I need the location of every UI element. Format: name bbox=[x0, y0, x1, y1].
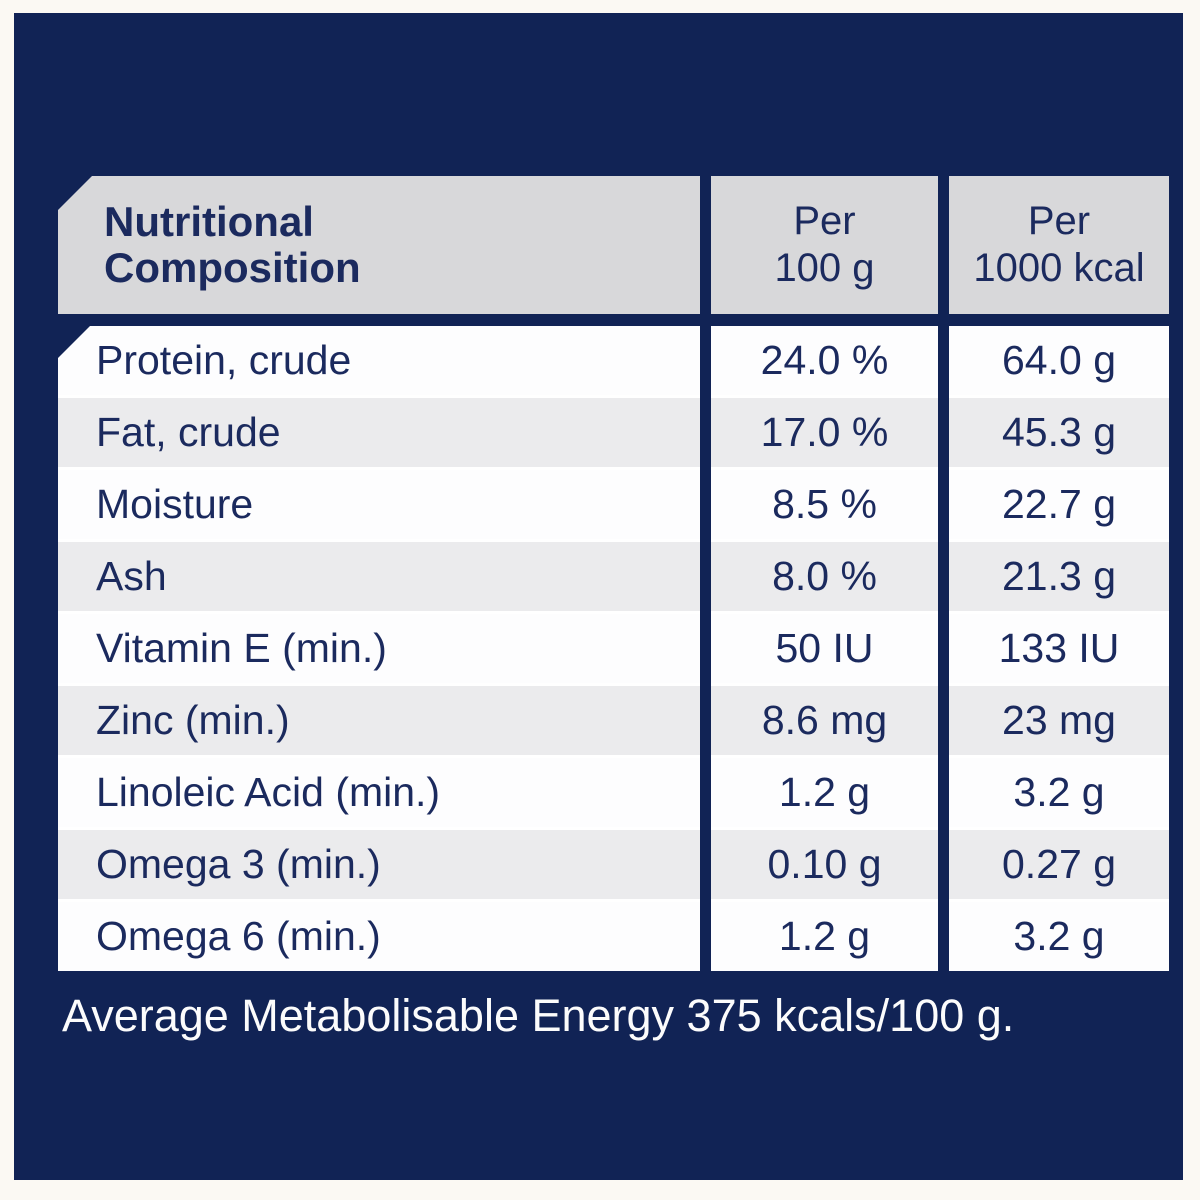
value-per-1000kcal: 0.27 g bbox=[949, 827, 1169, 899]
value-per-1000kcal: 22.7 g bbox=[949, 467, 1169, 539]
nutrition-table: Nutritional Composition Per 100 g Per 10… bbox=[58, 176, 1169, 971]
per-1000kcal-line2: 1000 kcal bbox=[973, 246, 1145, 290]
row-label: Ash bbox=[58, 539, 700, 611]
value-per-100g: 8.5 % bbox=[711, 467, 938, 539]
header-cell-per-100g: Per 100 g bbox=[711, 176, 938, 314]
row-label: Omega 3 (min.) bbox=[58, 827, 700, 899]
value-per-1000kcal: 23 mg bbox=[949, 683, 1169, 755]
value-per-100g: 1.2 g bbox=[711, 899, 938, 971]
value-per-100g: 50 IU bbox=[711, 611, 938, 683]
average-metabolisable-energy-note: Average Metabolisable Energy 375 kcals/1… bbox=[62, 990, 1015, 1041]
value-per-1000kcal: 45.3 g bbox=[949, 395, 1169, 467]
header-cell-title: Nutritional Composition bbox=[58, 176, 700, 314]
row-label: Linoleic Acid (min.) bbox=[58, 755, 700, 827]
value-per-100g: 1.2 g bbox=[711, 755, 938, 827]
table-header-row: Nutritional Composition Per 100 g Per 10… bbox=[58, 176, 1169, 314]
value-per-100g: 0.10 g bbox=[711, 827, 938, 899]
table-body: Protein, crude Fat, crude Moisture Ash V… bbox=[58, 326, 1169, 971]
table-title-line2: Composition bbox=[104, 244, 361, 291]
row-label: Fat, crude bbox=[58, 395, 700, 467]
row-label: Moisture bbox=[58, 467, 700, 539]
value-per-100g: 8.0 % bbox=[711, 539, 938, 611]
value-per-1000kcal: 21.3 g bbox=[949, 539, 1169, 611]
row-label: Vitamin E (min.) bbox=[58, 611, 700, 683]
value-per-1000kcal: 3.2 g bbox=[949, 899, 1169, 971]
value-per-1000kcal: 3.2 g bbox=[949, 755, 1169, 827]
navy-panel: Nutritional Composition Per 100 g Per 10… bbox=[14, 13, 1183, 1180]
row-label: Omega 6 (min.) bbox=[58, 899, 700, 971]
value-per-100g: 8.6 mg bbox=[711, 683, 938, 755]
header-cell-per-1000kcal: Per 1000 kcal bbox=[949, 176, 1169, 314]
column-labels: Protein, crude Fat, crude Moisture Ash V… bbox=[58, 326, 700, 971]
row-label: Protein, crude bbox=[58, 326, 700, 395]
table-title-line1: Nutritional bbox=[104, 198, 314, 245]
value-per-1000kcal: 64.0 g bbox=[949, 326, 1169, 395]
column-per-100g: 24.0 % 17.0 % 8.5 % 8.0 % 50 IU 8.6 mg 1… bbox=[711, 326, 938, 971]
value-per-100g: 24.0 % bbox=[711, 326, 938, 395]
column-per-1000kcal: 64.0 g 45.3 g 22.7 g 21.3 g 133 IU 23 mg… bbox=[949, 326, 1169, 971]
value-per-100g: 17.0 % bbox=[711, 395, 938, 467]
per-1000kcal-line1: Per bbox=[1027, 199, 1091, 243]
per-100g-line2: 100 g bbox=[774, 246, 875, 290]
value-per-1000kcal: 133 IU bbox=[949, 611, 1169, 683]
row-label: Zinc (min.) bbox=[58, 683, 700, 755]
per-100g-line1: Per bbox=[793, 199, 856, 243]
